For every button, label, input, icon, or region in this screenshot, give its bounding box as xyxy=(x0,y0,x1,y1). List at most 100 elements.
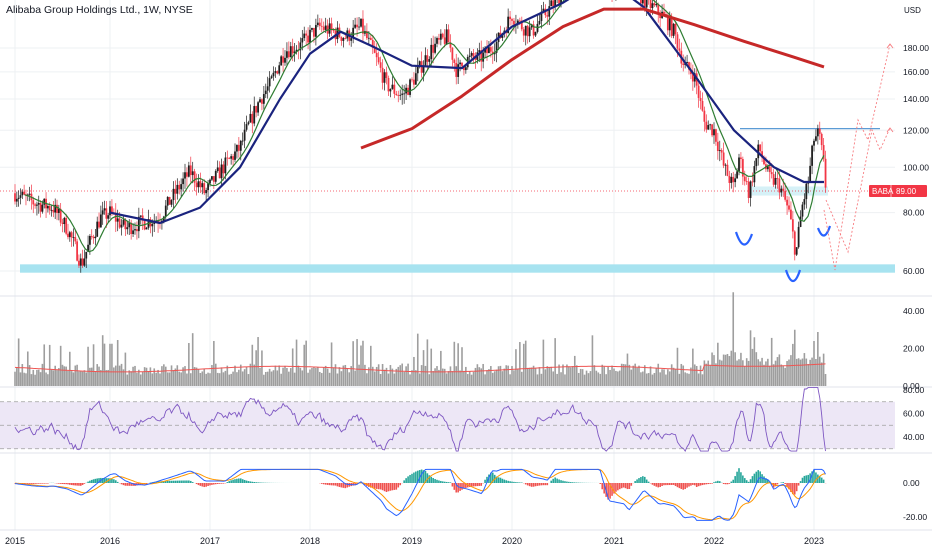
candle-body xyxy=(74,237,77,242)
macd-hist-bar xyxy=(139,483,142,485)
macd-hist-bar xyxy=(495,476,498,483)
macd-hist-bar xyxy=(761,474,763,483)
candle-body xyxy=(395,93,398,96)
candle-body xyxy=(189,165,192,176)
candle-body xyxy=(39,202,42,212)
macd-hist-bar xyxy=(65,483,67,485)
volume-bar xyxy=(747,360,750,386)
candle-body xyxy=(124,219,127,230)
candle-body xyxy=(164,205,167,217)
volume-bar xyxy=(811,357,813,386)
volume-bar xyxy=(397,366,400,386)
candle-body xyxy=(495,42,498,53)
volume-bar xyxy=(459,370,461,386)
volume-bar xyxy=(232,371,234,386)
candle-body xyxy=(528,27,531,37)
macd-hist-bar xyxy=(757,470,760,483)
macd-hist-bar xyxy=(817,474,819,483)
volume-bar xyxy=(21,364,24,386)
macd-hist-bar xyxy=(436,479,438,483)
candle-body xyxy=(801,204,804,217)
macd-hist-bar xyxy=(79,483,82,486)
macd-hist-bar xyxy=(628,483,631,489)
volume-bar xyxy=(628,364,631,386)
macd-hist-bar xyxy=(58,483,60,484)
candle-body xyxy=(320,25,323,27)
macd-hist-bar xyxy=(188,480,190,483)
volume-bar xyxy=(176,365,179,386)
candle-body xyxy=(790,209,792,220)
macd-hist-bar xyxy=(83,483,86,484)
macd-hist-bar xyxy=(105,478,108,483)
volume-bar xyxy=(338,367,341,386)
volume-bar xyxy=(360,345,362,386)
volume-bar xyxy=(682,365,685,386)
macd-hist-bar xyxy=(642,476,644,483)
volume-bar xyxy=(732,292,735,386)
volume-bar xyxy=(358,364,360,386)
candle-body xyxy=(186,172,188,177)
candle-body xyxy=(805,183,808,200)
volume-bar xyxy=(147,371,150,386)
volume-bar xyxy=(722,354,725,386)
macd-axis-label: -20.00 xyxy=(903,512,927,522)
candle-body xyxy=(259,99,261,103)
candle-body xyxy=(282,56,284,63)
volume-bar xyxy=(257,337,259,386)
volume-bar xyxy=(705,363,708,386)
volume-bar xyxy=(280,373,282,386)
volume-bar xyxy=(222,372,225,386)
volume-bar xyxy=(759,361,761,386)
candle-body xyxy=(222,164,225,174)
candle-body xyxy=(289,46,292,58)
volume-bar xyxy=(90,367,93,386)
candle-body xyxy=(280,56,283,66)
volume-bar xyxy=(342,365,345,386)
volume-axis-label: 20.00 xyxy=(903,344,925,354)
macd-hist-bar xyxy=(707,483,710,485)
volume-bar xyxy=(630,369,633,386)
volume-bar xyxy=(486,370,488,386)
macd-hist-bar xyxy=(120,483,123,485)
volume-bar xyxy=(765,361,767,386)
candle-body xyxy=(522,29,525,36)
macd-hist-bar xyxy=(405,478,407,483)
volume-bar xyxy=(113,367,115,386)
volume-bar xyxy=(522,343,525,386)
macd-hist-bar xyxy=(724,483,727,485)
candle-body xyxy=(261,99,263,104)
time-axis-label: 2019 xyxy=(402,536,422,546)
volume-bar xyxy=(126,374,129,386)
candle-body xyxy=(295,49,298,52)
volume-bar xyxy=(609,369,611,386)
candle-body xyxy=(682,63,685,65)
macd-hist-bar xyxy=(799,481,802,483)
volume-bar xyxy=(745,358,748,386)
macd-hist-bar xyxy=(418,470,421,483)
candle-body xyxy=(438,38,440,40)
volume-bar xyxy=(330,342,333,386)
candle-body xyxy=(89,236,91,245)
volume-bar xyxy=(490,366,492,386)
candle-body xyxy=(726,164,729,176)
candle-body xyxy=(65,217,68,234)
volume-bar xyxy=(536,374,539,386)
candle-body xyxy=(126,227,129,230)
candle-body xyxy=(818,128,821,134)
volume-bar xyxy=(307,372,309,386)
macd-hist-bar xyxy=(709,483,711,484)
volume-bar xyxy=(153,368,156,386)
volume-bar xyxy=(336,373,339,386)
macd-hist-bar xyxy=(247,481,250,483)
volume-bar xyxy=(391,368,394,386)
candle-body xyxy=(34,204,36,206)
volume-bar xyxy=(519,342,521,386)
macd-hist-bar xyxy=(232,479,234,483)
volume-bar xyxy=(577,372,580,386)
volume-bar xyxy=(191,333,194,386)
volume-bar xyxy=(23,372,25,386)
volume-bar xyxy=(182,367,184,386)
macd-hist-bar xyxy=(132,483,134,486)
